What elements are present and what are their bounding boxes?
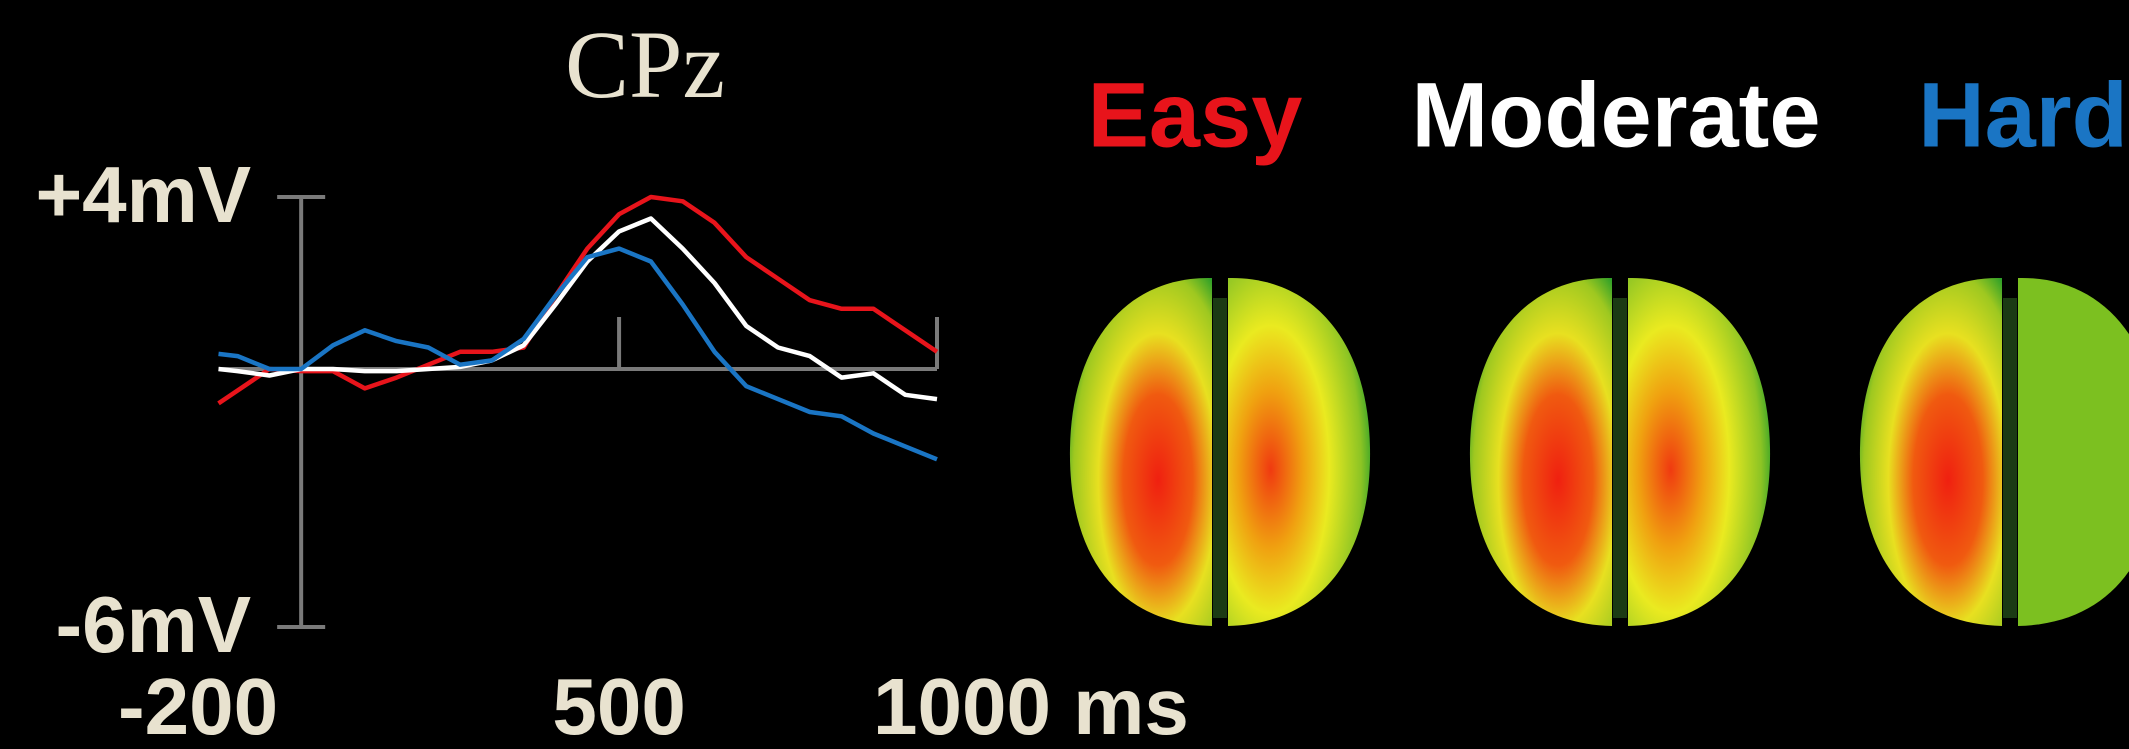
- chart-title: CPz: [565, 11, 725, 118]
- series-line: [219, 197, 938, 403]
- legend-label: Moderate: [1412, 64, 1821, 166]
- legend-label: Easy: [1088, 64, 1303, 166]
- x-tick-label: 500: [552, 662, 685, 749]
- brain-map: [1070, 278, 1370, 626]
- y-tick-label: +4mV: [35, 150, 251, 239]
- series-line: [219, 249, 938, 460]
- legend-label: Hard: [1918, 64, 2128, 166]
- page: {"chart_data": { "type": "line", "title"…: [0, 0, 2129, 749]
- y-tick-label: -6mV: [56, 580, 252, 669]
- x-tick-label: -200: [118, 662, 278, 749]
- brain-map: [1860, 278, 2129, 626]
- brain-map: [1470, 278, 1770, 626]
- chart: CPz -6mV +4mV -200 500 1000 ms Easy Moderate Ha…: [0, 0, 2129, 749]
- x-tick-label: 1000 ms: [873, 662, 1189, 749]
- brain-maps: [1070, 278, 2129, 626]
